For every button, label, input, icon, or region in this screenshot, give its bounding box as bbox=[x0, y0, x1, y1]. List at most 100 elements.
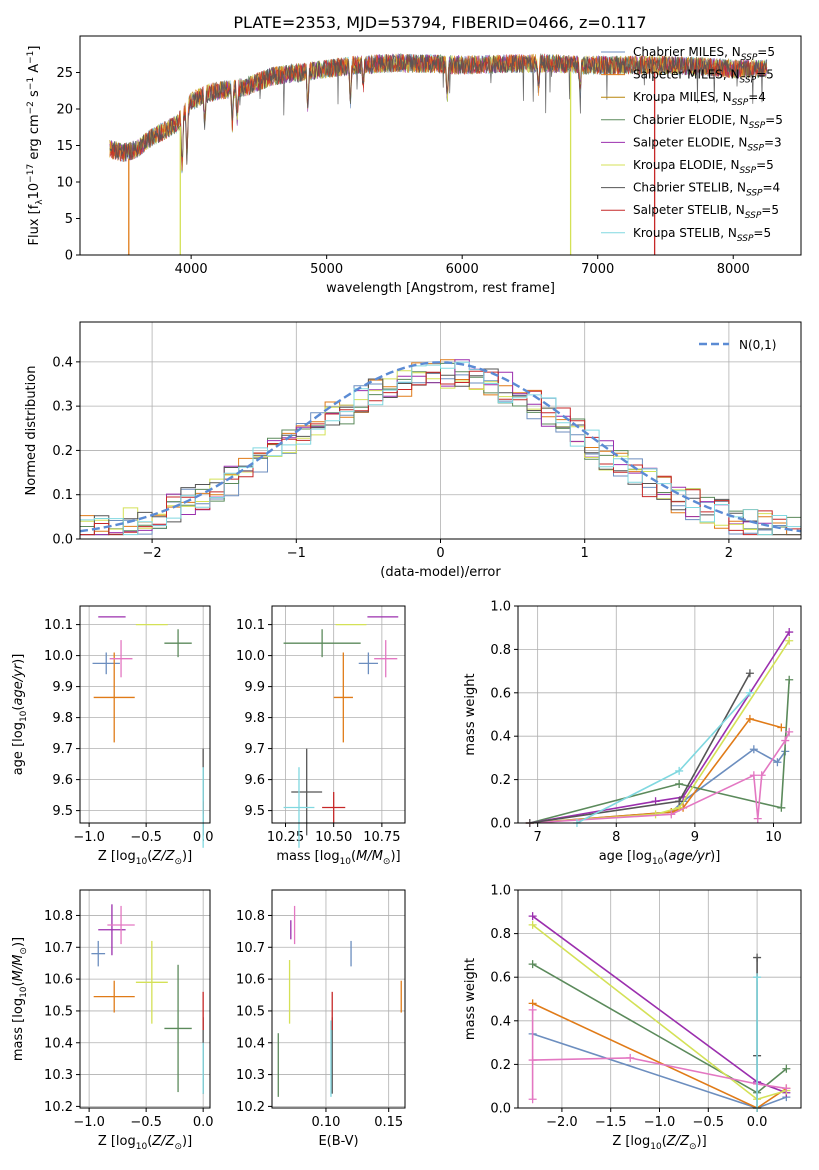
mass-weight-vs-metallicity-panel: −2.0 −1.5 −1.0 −0.5 0.0 0.0 0.2 0.4 0.6 0.8 1.0 Z [… bbox=[463, 884, 802, 1152]
data-point-marker bbox=[773, 758, 782, 767]
x-tick-label: 8000 bbox=[717, 262, 750, 277]
x-tick-label: 10.50 bbox=[315, 830, 352, 845]
y-tick-label: 10.0 bbox=[44, 649, 73, 664]
legend-label: Salpeter ELODIE, NSSP=3 bbox=[633, 135, 782, 153]
y-axis-label: Normed distribution bbox=[24, 366, 39, 496]
x-tick-label: −2.0 bbox=[546, 1115, 578, 1130]
y-tick-label: 0.8 bbox=[490, 927, 511, 942]
x-axis-label: wavelength [Angstrom, rest frame] bbox=[326, 281, 555, 296]
data-point-marker bbox=[528, 912, 537, 921]
data-point-marker bbox=[745, 714, 754, 723]
x-axis-label: age [log10(age/yr)] bbox=[599, 849, 721, 867]
series-line bbox=[531, 1009, 787, 1100]
y-tick-label: 0.2 bbox=[490, 1058, 511, 1073]
y-tick-label: 0.2 bbox=[52, 444, 73, 459]
figure-title: PLATE=2353, MJD=53794, FIBERID=0466, z=0… bbox=[233, 13, 646, 32]
y-tick-label: 0.4 bbox=[490, 1014, 511, 1029]
legend-label: Salpeter STELIB, NSSP=5 bbox=[633, 203, 779, 221]
x-tick-label: 0.15 bbox=[374, 1115, 403, 1130]
y-tick-label: 5 bbox=[65, 212, 73, 227]
x-tick-label: −1.0 bbox=[73, 1115, 105, 1130]
data-point-marker bbox=[675, 779, 684, 788]
y-tick-label: 0.6 bbox=[490, 971, 511, 986]
y-tick-label: 10.7 bbox=[44, 941, 73, 956]
x-tick-label: 0.0 bbox=[193, 1115, 214, 1130]
data-point-marker bbox=[528, 960, 537, 969]
data-point-marker bbox=[528, 1005, 537, 1014]
y-tick-label: 9.7 bbox=[52, 742, 73, 757]
axes-frame bbox=[517, 605, 802, 824]
y-tick-label: 10.5 bbox=[44, 1004, 73, 1019]
legend-label: Kroupa STELIB, NSSP=5 bbox=[633, 226, 771, 244]
legend-label: Kroupa ELODIE, NSSP=5 bbox=[633, 158, 774, 176]
age-vs-mass-panel: 10.25 10.50 10.75 9.5 9.6 9.7 9.8 9.9 10.0 10.1 ma… bbox=[236, 605, 406, 867]
legend-label: N(0,1) bbox=[739, 338, 776, 352]
age-vs-metallicity-panel: −1.0 −0.5 0.09.59.69.79.89.910.010.1Z [log… bbox=[11, 605, 214, 867]
y-tick-label: 0.4 bbox=[52, 355, 73, 370]
series-line bbox=[529, 717, 782, 824]
x-tick-label: 0.10 bbox=[311, 1115, 340, 1130]
data-point-marker bbox=[777, 803, 786, 812]
data-point-marker bbox=[782, 1084, 791, 1093]
y-tick-label: 10 bbox=[56, 176, 73, 191]
x-tick-label: −1 bbox=[287, 546, 306, 561]
data-point-marker bbox=[785, 628, 794, 637]
x-axis-label: (data-model)/error bbox=[380, 565, 501, 580]
series-line bbox=[529, 748, 786, 824]
y-tick-label: 10.3 bbox=[236, 1068, 265, 1083]
series-line bbox=[529, 731, 790, 824]
y-tick-label: 10.8 bbox=[236, 909, 265, 924]
y-tick-label: 10.1 bbox=[236, 618, 265, 633]
data-point-marker bbox=[528, 1095, 537, 1104]
data-point-marker bbox=[745, 688, 754, 697]
axes-frame bbox=[79, 321, 802, 540]
y-tick-label: 9.9 bbox=[52, 680, 73, 695]
y-tick-label: 10.4 bbox=[44, 1036, 73, 1051]
data-point-marker bbox=[753, 973, 762, 982]
x-axis-label: Z [log10(Z/Z⊙)] bbox=[612, 1134, 706, 1152]
x-tick-label: −1.5 bbox=[595, 1115, 627, 1130]
y-tick-label: 9.7 bbox=[244, 742, 265, 757]
data-point-marker bbox=[749, 771, 758, 780]
y-tick-label: 0 bbox=[65, 249, 73, 264]
y-tick-label: 9.5 bbox=[52, 804, 73, 819]
x-axis-label: E(B-V) bbox=[318, 1134, 358, 1149]
y-tick-label: 9.5 bbox=[244, 804, 265, 819]
spectrum-line bbox=[109, 53, 768, 165]
x-tick-label: 9 bbox=[691, 830, 699, 845]
y-tick-label: 9.8 bbox=[52, 711, 73, 726]
x-tick-label: 6000 bbox=[446, 262, 479, 277]
histogram-step bbox=[80, 359, 801, 536]
axes-frame bbox=[79, 35, 802, 256]
data-point-marker bbox=[749, 745, 758, 754]
y-tick-label: 0.4 bbox=[490, 730, 511, 745]
data-point-marker bbox=[753, 953, 762, 962]
histogram-step bbox=[80, 361, 801, 536]
legend-label: Chabrier MILES, NSSP=5 bbox=[633, 45, 775, 63]
x-axis-label: mass [log10(M/M⊙)] bbox=[276, 849, 400, 867]
y-axis-label: Flux [fλ10−17 erg cm−2 s−1 A−1] bbox=[26, 46, 45, 246]
y-tick-label: 0.3 bbox=[52, 400, 73, 415]
y-axis-label: mass [log10(M/M⊙)] bbox=[11, 937, 29, 1061]
axes-frame bbox=[79, 889, 211, 1109]
data-point-marker bbox=[785, 675, 794, 684]
y-tick-label: 9.6 bbox=[52, 773, 73, 788]
data-point-marker bbox=[528, 1056, 537, 1065]
y-tick-label: 10.3 bbox=[44, 1068, 73, 1083]
y-tick-label: 9.8 bbox=[244, 711, 265, 726]
x-axis-label: Z [log10(Z/Z⊙)] bbox=[98, 1134, 192, 1152]
histogram-step bbox=[80, 370, 801, 536]
series-line bbox=[529, 640, 790, 824]
y-tick-label: 10.5 bbox=[236, 1004, 265, 1019]
y-tick-label: 0.0 bbox=[490, 1102, 511, 1117]
data-point-marker bbox=[785, 636, 794, 645]
x-tick-label: 0.0 bbox=[747, 1115, 768, 1130]
data-point-marker bbox=[528, 920, 537, 929]
y-tick-label: 0.1 bbox=[52, 488, 73, 503]
x-tick-label: 10.25 bbox=[267, 830, 304, 845]
x-tick-label: −2 bbox=[143, 546, 162, 561]
y-tick-label: 10.6 bbox=[236, 973, 265, 988]
x-tick-label: 4000 bbox=[175, 262, 208, 277]
data-point-marker bbox=[781, 736, 790, 745]
y-tick-label: 10.1 bbox=[44, 618, 73, 633]
